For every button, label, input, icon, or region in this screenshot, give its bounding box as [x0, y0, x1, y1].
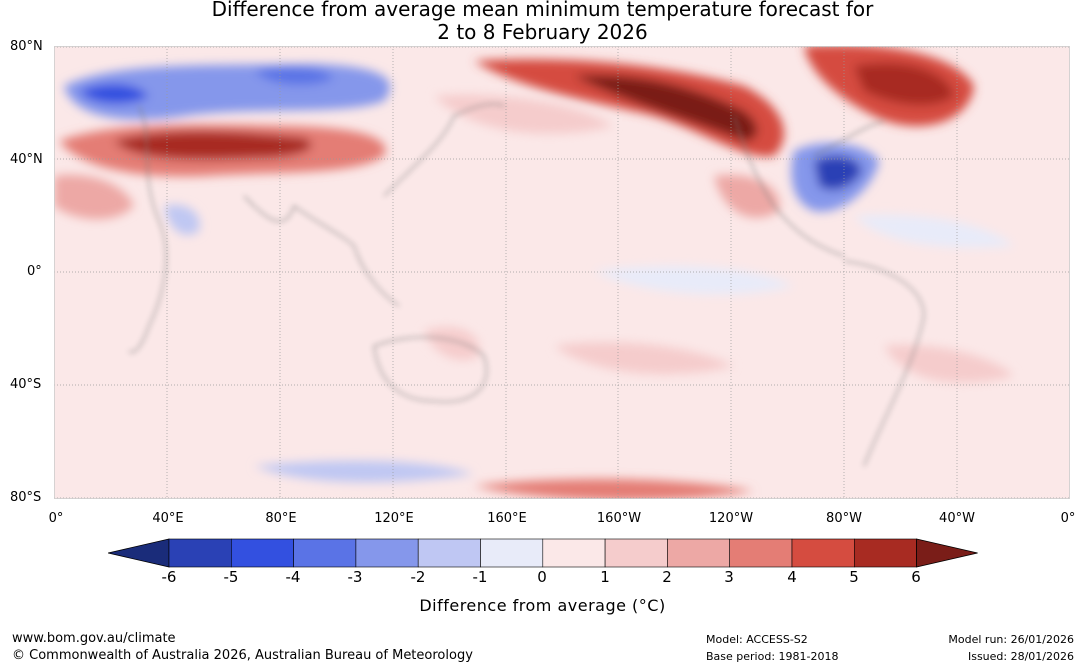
warm-region-australia: [424, 327, 480, 360]
warm-core-central-asia: [114, 131, 312, 160]
lat-label-80n: 80°N: [10, 39, 43, 54]
colorbar-tick: 6: [911, 568, 921, 586]
cool-south-pacific: [254, 460, 474, 483]
coast-south-asia: [243, 195, 400, 307]
warm-region-south-pacific: [554, 342, 734, 375]
warm-region-south-atlantic: [884, 345, 1014, 383]
lon-label-160w: 160°W: [596, 511, 642, 526]
lat-label-40n: 40°N: [10, 152, 43, 167]
lon-label-160e: 160°E: [487, 511, 527, 526]
colorbar-tick: -5: [223, 568, 239, 586]
colorbar-tick: 4: [787, 568, 797, 586]
colorbar-arrow-right: [916, 538, 978, 568]
lon-label-0-right: 0°: [1060, 511, 1076, 526]
cold-core-north-russia: [79, 84, 149, 104]
colorbar-tick: 3: [724, 568, 734, 586]
colorbar: [108, 538, 978, 568]
colorbar-segment: [417, 538, 481, 568]
cold-core-north-russia-2: [254, 66, 334, 85]
colorbar-arrow-left: [108, 538, 170, 568]
chart-title-line2: 2 to 8 February 2026: [437, 20, 648, 44]
anomaly-fields: [54, 46, 1014, 499]
footer-model-run: Model run: 26/01/2026: [948, 633, 1074, 646]
coast-africa-europe: [128, 105, 167, 353]
colorbar-segment: [293, 538, 357, 568]
coast-north-america-west: [733, 115, 845, 257]
colorbar-label: Difference from average (°C): [419, 596, 666, 615]
graticule: [54, 46, 1070, 499]
footer-site: www.bom.gov.au/climate: [12, 631, 176, 646]
colorbar-segment: [355, 538, 419, 568]
warm-region-antarctic-pacific: [474, 479, 754, 499]
footer-base-period: Base period: 1981-2018: [706, 650, 839, 663]
map-frame: [54, 46, 1070, 499]
lon-label-40e: 40°E: [152, 511, 184, 526]
colorbar-tick: -2: [410, 568, 426, 586]
colorbar-tick: 2: [662, 568, 672, 586]
warm-region-west-asia: [54, 174, 134, 220]
lon-label-120w: 120°W: [708, 511, 754, 526]
lon-label-120e: 120°E: [374, 511, 414, 526]
warm-region-alaska-canada: [474, 59, 784, 157]
colorbar-segment: [729, 538, 793, 568]
warm-core-alaska-canada: [574, 75, 758, 141]
lon-label-80e: 80°E: [265, 511, 297, 526]
lat-label-80s: 80°S: [10, 490, 42, 505]
footer-copyright: © Commonwealth of Australia 2026, Austra…: [12, 648, 473, 663]
coast-east-asia: [383, 103, 505, 197]
cool-eastern-pacific: [594, 266, 794, 295]
temperature-anomaly-map: [54, 46, 1070, 499]
cool-north-atlantic: [854, 214, 1014, 248]
footer-issued: Issued: 28/01/2026: [967, 650, 1074, 663]
colorbar-segment: [667, 538, 731, 568]
cool-india: [164, 204, 200, 235]
chart-title-line1: Difference from average mean minimum tem…: [211, 0, 874, 21]
colorbar-segment: [168, 538, 232, 568]
footer-model: Model: ACCESS-S2: [706, 633, 808, 646]
coast-north-america-east: [813, 120, 885, 157]
colorbar-tick: -6: [161, 568, 177, 586]
colorbar-segments: [108, 538, 978, 568]
colorbar-segment: [604, 538, 668, 568]
lon-label-80w: 80°W: [826, 511, 862, 526]
colorbar-segment: [542, 538, 606, 568]
coast-australia: [373, 336, 488, 403]
colorbar-segment: [231, 538, 294, 568]
colorbar-segment: [853, 538, 917, 568]
lon-label-40w: 40°W: [939, 511, 975, 526]
coast-south-america: [843, 260, 925, 467]
colorbar-segment: [480, 538, 544, 568]
colorbar-tick: -3: [347, 568, 363, 586]
colorbar-segment: [791, 538, 855, 568]
colorbar-tick: 1: [600, 568, 610, 586]
warm-region-mexico: [714, 175, 780, 218]
coastlines: [128, 103, 925, 467]
cold-core-eastern-usa: [814, 155, 862, 191]
colorbar-tick: 5: [849, 568, 859, 586]
colorbar-tick: 0: [537, 568, 547, 586]
lat-label-40s: 40°S: [10, 377, 42, 392]
colorbar-tick: -1: [472, 568, 488, 586]
colorbar-tick: -4: [285, 568, 301, 586]
warm-core-greenland: [854, 62, 954, 106]
lat-label-equator: 0°: [27, 264, 42, 279]
warm-region-north-pacific: [434, 94, 614, 134]
lon-label-0: 0°: [48, 511, 64, 526]
